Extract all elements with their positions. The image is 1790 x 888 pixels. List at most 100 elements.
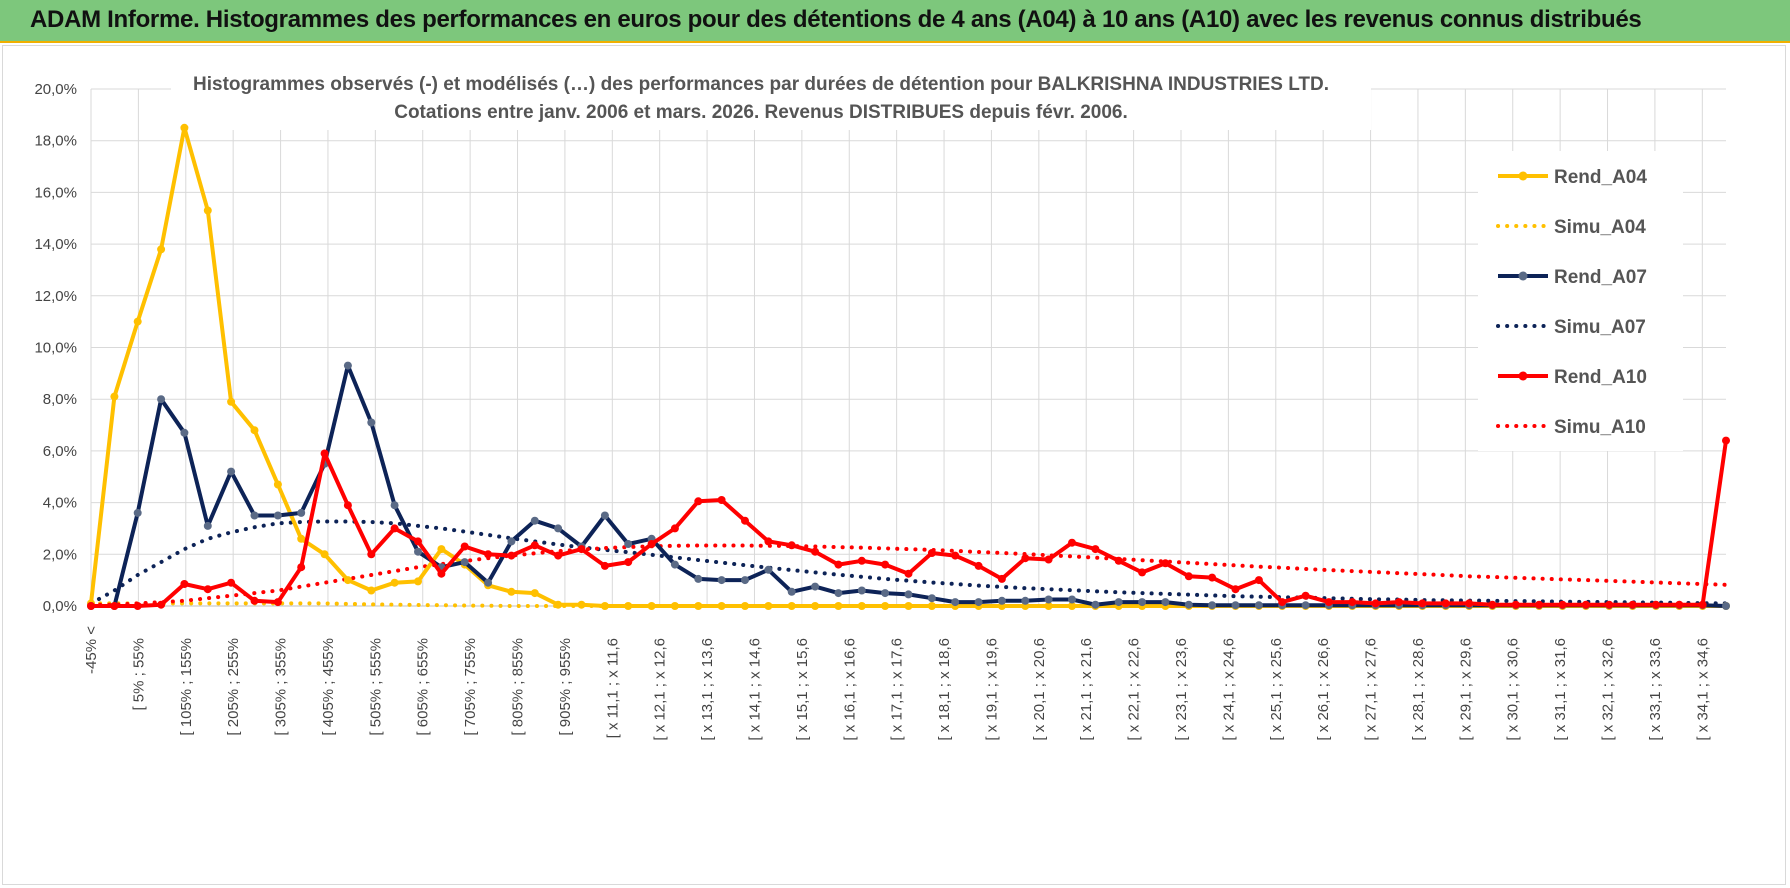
data-point — [1208, 573, 1217, 582]
y-axis-ticks: 0,0% 2,0% 4,0% 6,0% 8,0% 10,0% 12,0% 14,0% 16,0%… — [34, 81, 77, 615]
x-tick-label: [ 105% ; 155% — [178, 638, 195, 736]
x-axis-ticks: -45% < [ 5% ; 55% [ 105% ; 155% [ 205% ; 25… — [83, 626, 1711, 741]
x-tick-label: [ x 12,1 ; x 12,6 — [652, 638, 669, 741]
data-point — [133, 317, 142, 326]
data-point — [1184, 572, 1193, 581]
data-point — [320, 550, 329, 559]
legend-item: Rend_A04 — [1498, 167, 1647, 188]
data-point — [764, 565, 773, 574]
legend: Rend_A04 Simu_A04 Rend_A07 Simu_A07 Rend_A10… — [1496, 167, 1647, 438]
data-point — [741, 516, 749, 525]
data-point — [834, 560, 843, 569]
data-point — [157, 395, 166, 404]
data-point — [507, 587, 516, 596]
x-tick-label: [ x 18,1 ; x 18,6 — [936, 638, 953, 741]
data-point — [834, 602, 843, 610]
series-lines — [87, 123, 1730, 610]
data-point — [1651, 600, 1660, 609]
x-tick-label: [ 905% ; 955% — [557, 638, 574, 736]
data-point — [1722, 436, 1730, 445]
legend-item: Rend_A07 — [1498, 267, 1647, 288]
y-tick-label: 6,0% — [43, 443, 77, 460]
legend-background — [1478, 151, 1683, 451]
data-point — [250, 426, 259, 435]
header-banner: ADAM Informe. Histogrammes des performan… — [0, 0, 1790, 43]
x-tick-label: [ x 14,1 ; x 14,6 — [746, 638, 763, 741]
data-point — [133, 508, 142, 517]
data-point — [227, 578, 236, 587]
y-tick-label: 20,0% — [34, 81, 77, 98]
data-point — [203, 585, 212, 594]
series-simu-a10 — [89, 543, 1728, 607]
data-point — [1301, 591, 1310, 600]
data-point — [1418, 599, 1427, 608]
data-point — [974, 561, 983, 570]
x-tick-label: [ 705% ; 755% — [462, 638, 479, 736]
legend-label: Rend_A07 — [1554, 267, 1647, 288]
data-point — [600, 561, 609, 570]
data-point — [1278, 598, 1287, 607]
data-point — [507, 537, 516, 546]
report-title: ADAM Informe. Histogrammes des performan… — [30, 6, 1642, 33]
data-point — [717, 576, 726, 585]
series-simu-a07 — [89, 519, 1728, 606]
chart-title-line2: Cotations entre janv. 2006 et mars. 2026… — [394, 102, 1128, 123]
data-point — [367, 418, 376, 427]
data-point — [881, 589, 890, 598]
data-point — [414, 547, 422, 556]
data-point — [647, 540, 656, 548]
data-point — [1395, 598, 1403, 607]
data-point — [1441, 599, 1450, 608]
y-tick-label: 12,0% — [34, 288, 77, 305]
x-tick-label: [ 405% ; 455% — [320, 638, 337, 736]
data-point — [787, 541, 796, 550]
data-point — [554, 524, 563, 533]
data-point — [227, 467, 236, 476]
x-tick-label: [ x 19,1 ; x 19,6 — [983, 638, 1000, 741]
data-point — [881, 560, 890, 569]
data-point — [741, 602, 749, 610]
series-line — [89, 543, 1728, 607]
data-point — [390, 501, 399, 510]
data-point — [203, 521, 212, 530]
data-point — [1044, 595, 1053, 604]
data-point — [1091, 600, 1100, 609]
x-tick-label: [ x 25,1 ; x 25,6 — [1268, 638, 1285, 741]
data-point — [1068, 538, 1076, 547]
data-point — [857, 602, 866, 610]
data-point — [180, 580, 189, 588]
y-tick-label: 14,0% — [34, 236, 77, 253]
x-tick-label: [ x 15,1 ; x 15,6 — [794, 638, 811, 741]
data-point — [414, 537, 422, 546]
x-tick-label: [ x 16,1 ; x 16,6 — [841, 638, 858, 741]
data-point — [904, 602, 913, 610]
x-tick-label: [ x 11,1 ; x 11,6 — [604, 638, 621, 738]
data-point — [110, 602, 119, 610]
data-point — [600, 602, 609, 610]
data-point — [297, 534, 306, 543]
data-point — [1021, 554, 1030, 563]
data-point — [881, 602, 890, 610]
data-point — [1628, 600, 1637, 609]
data-point — [484, 550, 493, 559]
legend-label: Simu_A07 — [1554, 317, 1646, 338]
data-point — [250, 596, 259, 605]
data-point — [717, 496, 726, 504]
data-point — [87, 602, 95, 610]
data-point — [273, 480, 282, 489]
data-point — [927, 549, 936, 557]
data-point — [997, 596, 1006, 605]
legend-item: Simu_A04 — [1496, 217, 1646, 238]
chart-frame: -45% < [ 5% ; 55% [ 105% ; 155% [ 205% ; 25… — [2, 45, 1786, 885]
data-point — [624, 540, 633, 548]
data-point — [460, 542, 469, 551]
y-tick-label: 10,0% — [34, 340, 77, 357]
data-point — [367, 586, 376, 595]
data-point — [1254, 576, 1263, 585]
data-point — [1114, 556, 1123, 565]
data-point — [273, 511, 282, 520]
data-point — [110, 392, 119, 401]
y-tick-label: 4,0% — [43, 495, 77, 512]
data-point — [484, 578, 493, 587]
data-point — [390, 578, 399, 587]
